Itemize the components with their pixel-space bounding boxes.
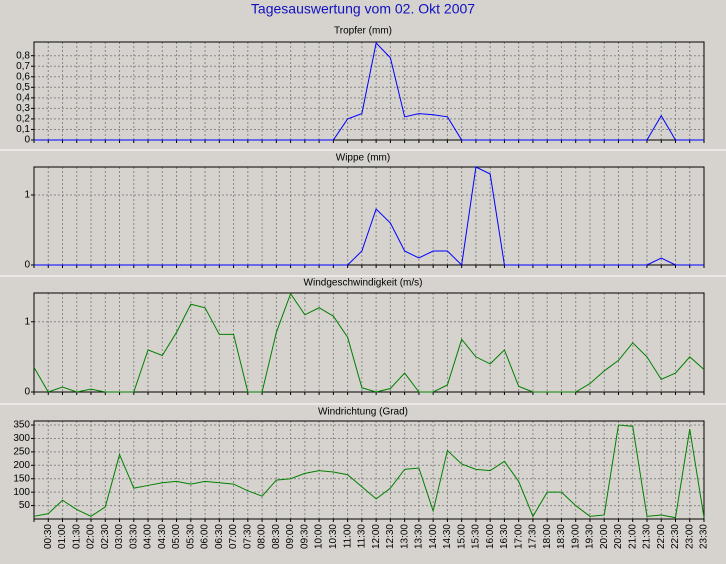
x-tick-label: 20:00: [599, 524, 610, 549]
page-title: Tagesauswertung vom 02. Okt 2007: [251, 1, 475, 17]
x-tick-label: 04:00: [143, 524, 154, 549]
x-tick-label: 19:00: [570, 524, 581, 549]
y-tick-label: 200: [13, 460, 30, 471]
x-tick-label: 23:00: [684, 524, 695, 549]
x-tick-label: 03:00: [114, 524, 125, 549]
panel-title: Wippe (mm): [336, 153, 390, 164]
x-tick-label: 02:00: [86, 524, 97, 549]
x-tick-label: 20:30: [613, 524, 624, 549]
x-tick-label: 01:00: [57, 524, 68, 549]
y-tick-label: 300: [13, 433, 30, 444]
y-tick-label: 1: [24, 190, 30, 201]
data-line: [34, 166, 704, 267]
x-tick-label: 13:00: [399, 524, 410, 549]
data-line: [33, 424, 705, 519]
x-tick-label: 21:30: [642, 524, 653, 549]
x-tick-label: 16:00: [485, 524, 496, 549]
x-tick-label: 14:30: [442, 524, 453, 549]
x-tick-label: 16:30: [499, 524, 510, 549]
x-tick-label: 18:30: [556, 524, 567, 549]
plot-frame: [33, 420, 705, 520]
y-tick-label: 150: [13, 473, 30, 484]
x-tick-label: 08:00: [257, 524, 268, 549]
y-tick-label: 0: [24, 260, 30, 271]
x-tick-label: 08:30: [271, 524, 282, 549]
x-tick-label: 00:30: [43, 524, 54, 549]
x-tick-label: 22:00: [656, 524, 667, 549]
y-tick-label: 100: [13, 487, 30, 498]
x-tick-label: 19:30: [585, 524, 596, 549]
panel-title: Windgeschwindigkeit (m/s): [304, 278, 423, 289]
x-tick-label: 05:00: [171, 524, 182, 549]
x-tick-label: 21:00: [627, 524, 638, 549]
x-tick-label: 14:00: [428, 524, 439, 549]
panel-title: Windrichtung (Grad): [318, 407, 408, 418]
x-tick-label: 22:30: [670, 524, 681, 549]
data-line: [34, 42, 704, 141]
x-tick-label: 17:30: [528, 524, 539, 549]
y-tick-label: 0,6: [16, 71, 30, 82]
y-tick-label: 0,3: [16, 103, 30, 114]
x-tick-label: 04:30: [157, 524, 168, 549]
x-tick-label: 15:30: [471, 524, 482, 549]
x-tick-label: 17:00: [513, 524, 524, 549]
data-line: [33, 292, 705, 393]
panel-title: Tropfer (mm): [334, 26, 392, 37]
plot-frame: [33, 292, 705, 393]
y-tick-label: 350: [13, 420, 30, 431]
x-tick-label: 12:30: [385, 524, 396, 549]
x-tick-label: 02:30: [100, 524, 111, 549]
y-tick-label: 50: [19, 500, 31, 511]
x-tick-label: 03:30: [128, 524, 139, 549]
plot-frame: [33, 166, 705, 266]
plot-frame: [33, 41, 705, 141]
x-tick-label: 23:30: [699, 524, 710, 549]
x-tick-label: 06:30: [214, 524, 225, 549]
x-tick-label: 09:00: [285, 524, 296, 549]
y-tick-label: 0,1: [16, 124, 30, 135]
x-tick-label: 10:30: [328, 524, 339, 549]
y-tick-label: 250: [13, 447, 30, 458]
y-tick-label: 0,8: [16, 50, 30, 61]
y-tick-label: 0,2: [16, 114, 30, 125]
x-tick-label: 09:30: [299, 524, 310, 549]
x-tick-label: 18:00: [542, 524, 553, 549]
x-tick-label: 07:30: [242, 524, 253, 549]
y-tick-label: 0,4: [16, 92, 30, 103]
x-tick-label: 10:00: [314, 524, 325, 549]
x-tick-label: 06:00: [200, 524, 211, 549]
y-tick-label: 0,7: [16, 61, 30, 72]
x-tick-label: 11:00: [342, 524, 353, 549]
y-tick-label: 0: [24, 387, 30, 398]
x-tick-label: 13:30: [414, 524, 425, 549]
y-tick-label: 0,5: [16, 82, 30, 93]
x-tick-label: 11:30: [357, 524, 368, 549]
x-tick-label: 15:00: [456, 524, 467, 549]
x-tick-label: 12:00: [371, 524, 382, 549]
x-tick-label: 05:30: [185, 524, 196, 549]
y-tick-label: 0: [24, 135, 30, 146]
x-tick-label: 01:30: [71, 524, 82, 549]
x-tick-label: 07:00: [228, 524, 239, 549]
y-tick-label: 1: [24, 316, 30, 327]
